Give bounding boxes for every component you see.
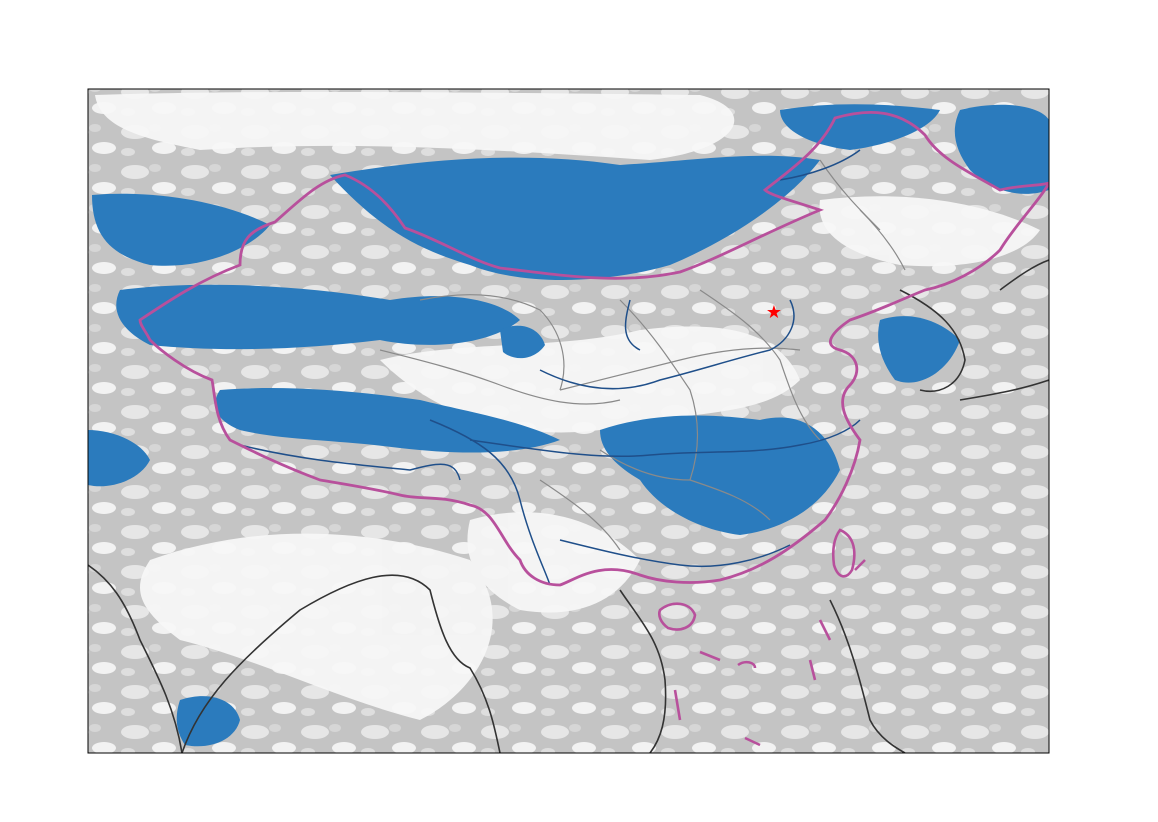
- rivers: [239, 149, 861, 586]
- high-cloud-regions: [95, 91, 1040, 720]
- beijing-star-marker: ★: [766, 302, 782, 323]
- taiwan-border: [831, 528, 856, 578]
- hainan-border: [657, 602, 697, 631]
- coastline: [88, 259, 1049, 753]
- province-boundaries: [379, 159, 906, 551]
- south-china-sea-dashes: [673, 559, 866, 747]
- map-plot-area: ★: [88, 89, 1049, 753]
- china-border: [138, 110, 1049, 587]
- map-frame: [87, 88, 1050, 754]
